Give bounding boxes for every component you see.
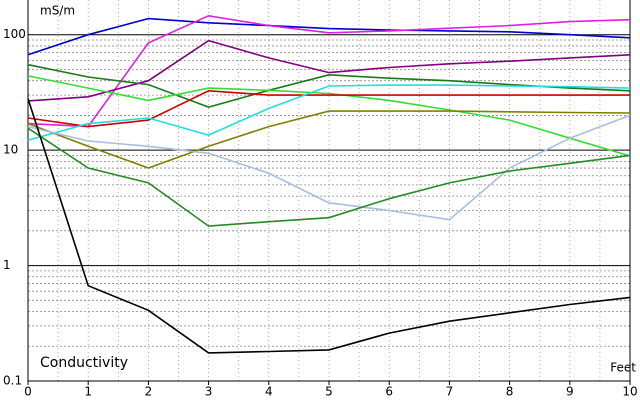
series-line — [27, 84, 631, 141]
y-tick-label: 10 — [3, 143, 18, 157]
x-tick-label: 10 — [622, 385, 637, 399]
x-tick-label: 9 — [566, 385, 574, 399]
series-line — [27, 14, 631, 128]
y-tick-label: 0.1 — [3, 374, 22, 388]
y-tick-label: 1 — [3, 258, 11, 272]
x-tick-label: 5 — [325, 385, 333, 399]
labels: mS/m Feet Conductivity — [40, 4, 636, 375]
x-tick-label: 1 — [84, 385, 92, 399]
series-line — [27, 110, 631, 169]
series-line — [27, 114, 631, 221]
grid: 0.1 1 10 100 0 1 2 3 4 5 6 7 8 9 10 — [3, 0, 638, 399]
y-tick-label: 100 — [3, 27, 26, 41]
x-tick-label: 3 — [205, 385, 213, 399]
y-axis-label: mS/m — [40, 4, 75, 18]
x-tick-label: 8 — [506, 385, 514, 399]
x-tick-label: 4 — [265, 385, 273, 399]
chart-title: Conductivity — [40, 355, 128, 371]
x-tick-label: 0 — [24, 385, 32, 399]
series-line — [27, 127, 631, 227]
x-axis-label: Feet — [610, 361, 636, 375]
series-line — [27, 89, 630, 128]
x-tick-label: 7 — [446, 385, 454, 399]
series-line — [27, 98, 631, 354]
series-line — [27, 39, 631, 102]
x-tick-label: 6 — [385, 385, 393, 399]
series-line — [27, 75, 631, 157]
x-tick-label: 2 — [145, 385, 153, 399]
series-line — [27, 17, 631, 56]
plot-lines — [27, 14, 631, 354]
